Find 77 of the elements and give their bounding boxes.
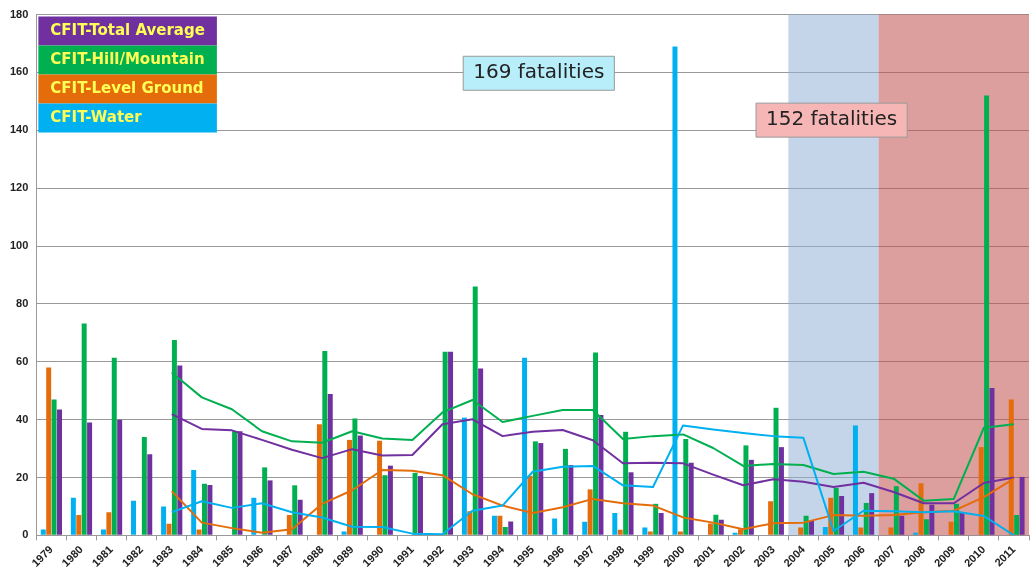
bar <box>923 519 929 535</box>
bar <box>131 500 136 535</box>
bar <box>713 514 719 535</box>
bar <box>1014 515 1020 535</box>
bar <box>106 512 112 535</box>
bar <box>81 323 87 535</box>
bar <box>948 521 954 535</box>
bar <box>111 357 117 535</box>
bar <box>809 520 815 535</box>
bar <box>202 483 207 535</box>
y-tick-label: 120 <box>9 181 29 194</box>
y-tick-label: 20 <box>16 470 29 483</box>
y-tick-label: 60 <box>16 354 29 367</box>
bar <box>822 526 828 535</box>
bar <box>147 454 153 535</box>
y-tick-label: 0 <box>22 528 29 541</box>
bar <box>87 422 93 535</box>
y-tick-label: 40 <box>16 412 29 425</box>
bar <box>683 439 689 535</box>
bar <box>57 409 63 535</box>
bar <box>562 448 568 535</box>
bar <box>858 527 864 535</box>
bar <box>70 497 76 535</box>
text: CFIT-Hill/Mountain <box>50 49 205 68</box>
bar <box>502 526 508 535</box>
bar <box>232 431 238 535</box>
annotation: 152 fatalities <box>766 106 898 131</box>
bar <box>582 521 588 535</box>
y-tick-label: 180 <box>9 7 29 20</box>
bar <box>628 472 634 535</box>
bar <box>508 521 514 535</box>
bar <box>100 529 106 535</box>
bar <box>141 437 147 535</box>
bar <box>412 472 418 535</box>
bar <box>292 485 298 535</box>
bar <box>532 441 538 535</box>
bar <box>196 529 202 535</box>
bar <box>467 511 473 535</box>
annotation: 169 fatalities <box>473 59 605 84</box>
y-tick-label: 80 <box>16 296 29 309</box>
bar <box>382 475 388 535</box>
bar <box>658 513 664 535</box>
bar <box>612 513 618 535</box>
bar <box>617 529 623 535</box>
bar <box>51 399 57 535</box>
bar <box>647 531 653 535</box>
bar <box>899 515 905 535</box>
bar <box>76 515 82 535</box>
bar <box>341 531 347 535</box>
bar <box>798 527 804 535</box>
bar <box>387 465 393 535</box>
bar <box>497 515 503 535</box>
bar <box>642 527 648 535</box>
bar <box>117 419 123 535</box>
text: CFIT-Level Ground <box>50 78 204 97</box>
bar <box>417 476 423 535</box>
bar <box>959 512 965 535</box>
bar <box>262 467 268 535</box>
bar <box>538 443 544 535</box>
bar <box>677 531 683 535</box>
bar <box>161 506 167 535</box>
bar <box>913 532 919 535</box>
bar <box>552 518 558 535</box>
bar <box>491 515 497 535</box>
text: CFIT-Total Average <box>50 20 205 39</box>
bar <box>732 532 738 535</box>
bar <box>888 527 894 535</box>
y-tick-label: 100 <box>9 239 29 252</box>
bar <box>46 367 52 535</box>
y-tick-label: 160 <box>9 65 29 78</box>
bar <box>207 485 213 535</box>
bar <box>568 465 574 535</box>
bar <box>653 503 659 535</box>
bar <box>40 529 46 535</box>
y-tick-label: 140 <box>9 123 29 136</box>
text: CFIT-Water <box>50 107 143 126</box>
bar <box>1019 476 1025 535</box>
